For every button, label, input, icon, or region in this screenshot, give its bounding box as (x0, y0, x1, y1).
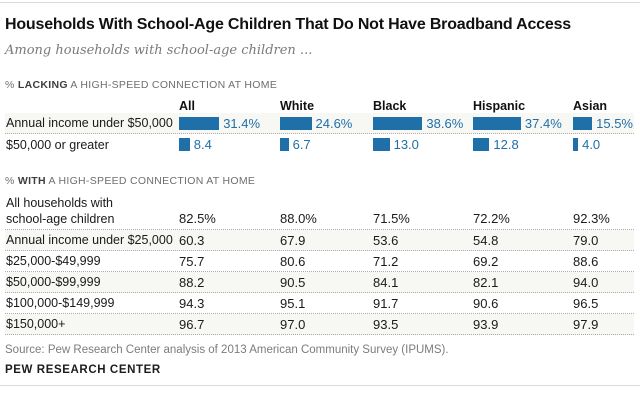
bar-value: 38.6% (426, 115, 464, 131)
bar-cell: 31.4% (179, 116, 280, 131)
cell-value: 94.3 (179, 295, 205, 311)
top-divider (0, 2, 640, 3)
bar-value: 15.5% (596, 115, 633, 131)
cell-value: 71.5% (373, 211, 410, 226)
row-label: $150,000+ (6, 317, 66, 331)
bar-cell: 4.0 (573, 137, 633, 152)
cell-value: 60.3 (179, 232, 205, 248)
section-label-suffix: A HIGH-SPEED CONNECTION AT HOME (67, 79, 278, 91)
bar-value: 13.0 (393, 137, 419, 152)
table-row-50k-99k: $50,000-$99,999 88.2 90.5 84.1 82.1 94.0 (5, 272, 634, 293)
bar (573, 138, 579, 151)
bar (373, 138, 390, 151)
cell-value: 72.2% (473, 211, 510, 226)
column-header-white: White (280, 99, 315, 113)
row-label: $100,000-$149,999 (6, 296, 115, 310)
column-header-hispanic: Hispanic (473, 99, 526, 113)
row-label: Annual income under $25,000 (6, 233, 173, 247)
bar-value: 31.4% (223, 115, 261, 131)
cell-value: 82.5% (179, 211, 216, 226)
row-label: Annual income under $50,000 (6, 116, 173, 130)
bar (573, 116, 593, 130)
cell-value: 84.1 (373, 274, 399, 290)
section-label-prefix: % (5, 79, 18, 91)
bar (373, 116, 423, 130)
cell-value: 75.7 (179, 253, 205, 269)
column-header-row: All White Black Hispanic Asian (5, 99, 634, 113)
cell-value: 94.0 (573, 274, 599, 290)
table-row-all-households: All households with school-age children … (5, 193, 634, 230)
bar-row-under-50k: Annual income under $50,000 31.4% 24.6% … (5, 113, 634, 134)
cell-value: 93.5 (373, 316, 399, 332)
bottom-divider (0, 385, 640, 386)
cell-value: 69.2 (473, 253, 499, 269)
source-note: Source: Pew Research Center analysis of … (5, 344, 449, 356)
bar (179, 116, 220, 130)
bar-value: 24.6% (315, 115, 353, 131)
row-label: $50,000 or greater (6, 137, 109, 152)
table-row-100k-149k: $100,000-$149,999 94.3 95.1 91.7 90.6 96… (5, 293, 634, 314)
section-label-bold: WITH (17, 175, 46, 187)
column-header-black: Black (373, 99, 407, 113)
table-row-25k-49k: $25,000-$49,999 75.7 80.6 71.2 69.2 88.6 (5, 251, 634, 272)
bar-cell: 6.7 (280, 137, 373, 152)
table-row-under-25k: Annual income under $25,000 60.3 67.9 53… (5, 230, 634, 251)
cell-value: 97.0 (280, 316, 306, 332)
cell-value: 92.3% (573, 211, 610, 226)
row-label: $50,000-$99,999 (6, 275, 101, 289)
row-label: All households with school-age children (6, 196, 115, 226)
report-card: Households With School-Age Children That… (0, 14, 640, 376)
cell-value: 71.2 (373, 253, 399, 269)
section-label-bold: LACKING (17, 79, 68, 91)
cell-value: 88.6 (573, 253, 599, 269)
bar-value: 8.4 (193, 137, 212, 152)
bar-cell: 24.6% (280, 116, 373, 131)
cell-value: 96.7 (179, 316, 205, 332)
section-label-with: % WITH A HIGH-SPEED CONNECTION AT HOME (5, 175, 634, 187)
bar-row-50k-or-greater: $50,000 or greater 8.4 6.7 13.0 12.8 4.0 (5, 134, 634, 155)
cell-value: 53.6 (373, 232, 399, 248)
cell-value: 90.5 (280, 274, 306, 290)
cell-value: 91.7 (373, 295, 399, 311)
pew-research-center-wordmark: PEW RESEARCH CENTER (5, 364, 161, 376)
row-label: $25,000-$49,999 (6, 254, 101, 268)
cell-value: 80.6 (280, 253, 306, 269)
bar-cell: 37.4% (473, 116, 573, 131)
bar-cell: 38.6% (373, 116, 473, 131)
bar (473, 138, 490, 151)
bar (280, 138, 289, 151)
section-label-lacking: % LACKING A HIGH-SPEED CONNECTION AT HOM… (5, 79, 634, 91)
bar-cell: 8.4 (179, 137, 280, 152)
bar (179, 138, 190, 151)
cell-value: 93.9 (473, 316, 499, 332)
bar-value: 4.0 (582, 137, 601, 152)
column-header-asian: Asian (573, 99, 608, 113)
bar-cell: 12.8 (473, 137, 573, 152)
bar-value: 37.4% (524, 115, 562, 131)
cell-value: 88.2 (179, 274, 205, 290)
column-header-all: All (179, 99, 195, 113)
cell-value: 54.8 (473, 232, 499, 248)
page-title: Households With School-Age Children That… (5, 16, 571, 33)
section-label-prefix: % (5, 175, 18, 187)
cell-value: 67.9 (280, 232, 306, 248)
cell-value: 88.0% (280, 211, 317, 226)
section-label-suffix: A HIGH-SPEED CONNECTION AT HOME (45, 175, 256, 187)
cell-value: 95.1 (280, 295, 306, 311)
bar-value: 12.8 (493, 137, 519, 152)
bar-cell: 15.5% (573, 116, 633, 131)
cell-value: 96.5 (573, 295, 599, 311)
table-row-150k-plus: $150,000+ 96.7 97.0 93.5 93.9 97.9 (5, 314, 634, 335)
cell-value: 79.0 (573, 232, 599, 248)
cell-value: 97.9 (573, 316, 599, 332)
cell-value: 82.1 (473, 274, 499, 290)
cell-value: 90.6 (473, 295, 499, 311)
bar (473, 116, 521, 130)
bar-value: 6.7 (292, 137, 311, 152)
bar-cell: 13.0 (373, 137, 473, 152)
bar (280, 116, 312, 130)
subtitle: Among households with school-age childre… (5, 43, 313, 58)
